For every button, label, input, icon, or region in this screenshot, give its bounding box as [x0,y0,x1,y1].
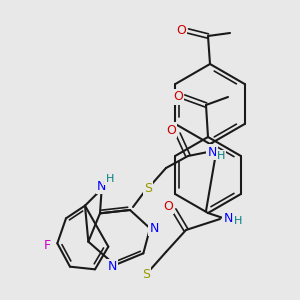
Text: N: N [107,260,117,274]
Text: S: S [142,268,150,281]
Text: N: N [207,146,217,158]
Text: N: N [149,222,159,235]
Text: O: O [173,91,183,103]
Text: N: N [223,212,233,224]
Text: O: O [176,25,186,38]
Text: S: S [144,182,152,194]
Text: O: O [166,124,176,136]
Text: F: F [44,239,51,252]
Text: N: N [97,179,106,193]
Text: H: H [234,216,242,226]
Text: H: H [217,151,225,161]
Text: H: H [106,174,114,184]
Text: O: O [163,200,173,212]
